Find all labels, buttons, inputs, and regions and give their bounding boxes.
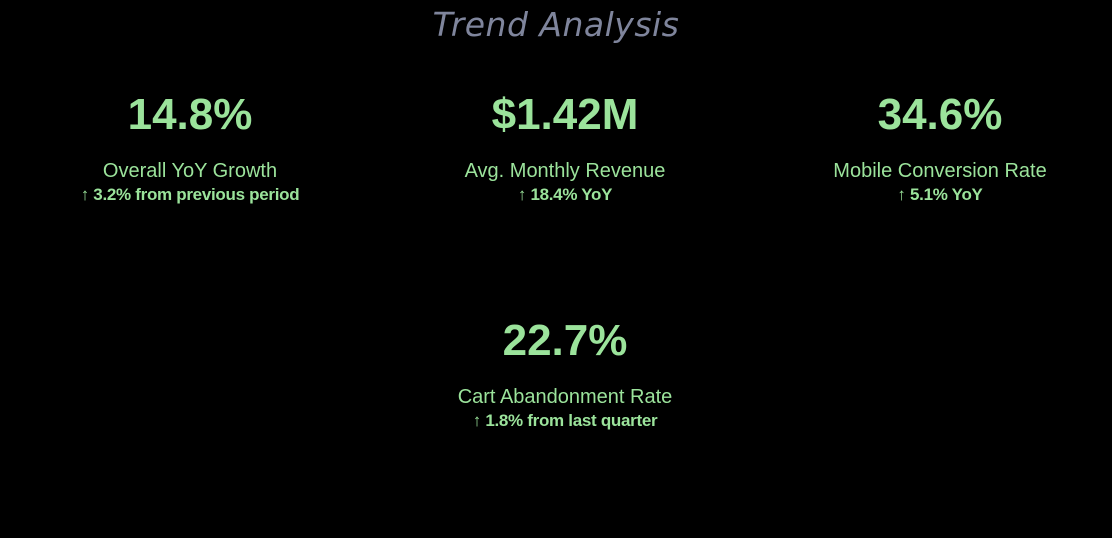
metric-label: Avg. Monthly Revenue bbox=[464, 160, 666, 182]
metric-change: ↑ 1.8% from last quarter bbox=[472, 411, 658, 430]
metric-change: ↑ 18.4% YoY bbox=[517, 185, 613, 204]
page-title: Trend Analysis bbox=[432, 5, 680, 44]
metric-value: 22.7% bbox=[502, 316, 628, 365]
metric-value: $1.42M bbox=[491, 90, 639, 139]
metric-card-monthly-revenue: $1.42M Avg. Monthly Revenue ↑ 18.4% YoY bbox=[395, 90, 735, 205]
metric-card-mobile-conversion: 34.6% Mobile Conversion Rate ↑ 5.1% YoY bbox=[770, 90, 1110, 205]
metric-value: 14.8% bbox=[127, 90, 253, 139]
metric-label: Overall YoY Growth bbox=[102, 160, 278, 182]
metric-label: Mobile Conversion Rate bbox=[833, 160, 1047, 182]
metric-value: 34.6% bbox=[877, 90, 1003, 139]
metric-label: Cart Abandonment Rate bbox=[457, 386, 673, 408]
metric-card-cart-abandonment: 22.7% Cart Abandonment Rate ↑ 1.8% from … bbox=[395, 316, 735, 431]
metric-change: ↑ 3.2% from previous period bbox=[80, 185, 300, 204]
metric-change: ↑ 5.1% YoY bbox=[897, 185, 983, 204]
metric-card-yoy-growth: 14.8% Overall YoY Growth ↑ 3.2% from pre… bbox=[20, 90, 360, 205]
